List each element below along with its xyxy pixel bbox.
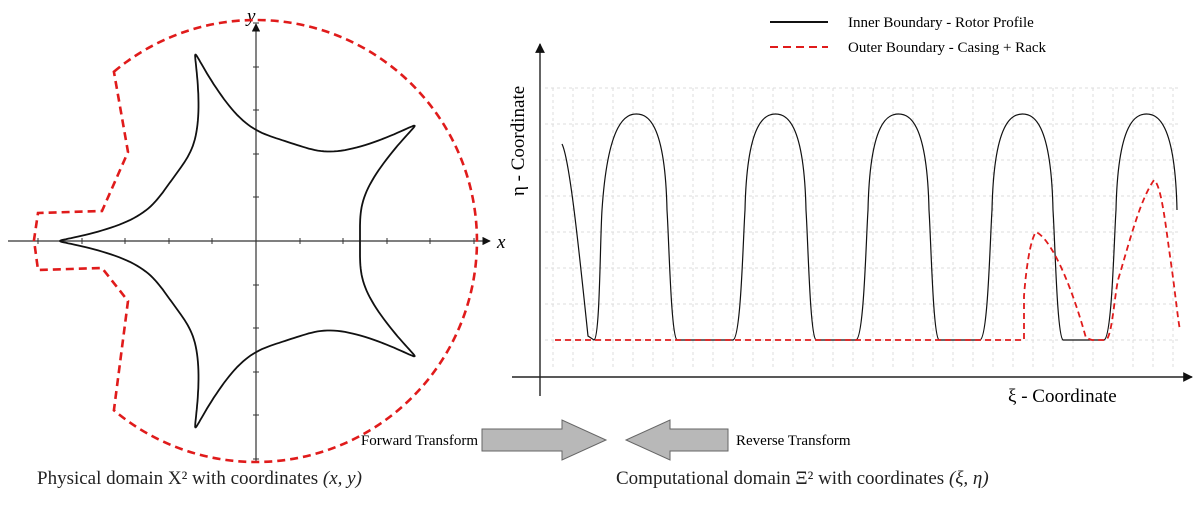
casing-boundary: [32, 18, 479, 464]
grid: [545, 87, 1181, 370]
axis-ticks: [37, 22, 475, 460]
eta-axis-label: η - Coordinate: [508, 86, 529, 196]
computational-domain: η - Coordinate ξ - Coordinate Inner Boun…: [508, 15, 1193, 407]
legend: Inner Boundary - Rotor Profile Outer Bou…: [770, 15, 1047, 56]
transform-arrows: Forward Transform Reverse Transform: [361, 419, 851, 461]
inner-boundary-curve: [561, 113, 1178, 341]
rotor-profile: [58, 53, 416, 429]
legend-inner-label: Inner Boundary - Rotor Profile: [848, 15, 1034, 31]
x-axis-label: x: [496, 232, 506, 253]
physical-caption-text: Physical domain X² with coordinates: [37, 468, 323, 489]
physical-caption-math: (x, y): [322, 468, 362, 489]
y-axis-label: y: [245, 6, 256, 27]
reverse-transform-arrow: [624, 419, 729, 461]
xi-axis-label: ξ - Coordinate: [1008, 386, 1117, 407]
outer-boundary-curve: [555, 178, 1181, 341]
forward-transform-label: Forward Transform: [361, 433, 478, 449]
computational-caption-math: (ξ, η): [948, 468, 989, 489]
reverse-transform-label: Reverse Transform: [736, 433, 851, 449]
legend-outer-label: Outer Boundary - Casing + Rack: [848, 40, 1047, 56]
computational-domain-caption: Computational domain Ξ² with coordinates…: [616, 468, 989, 490]
forward-transform-arrow: [481, 419, 608, 461]
computational-caption-text: Computational domain Ξ² with coordinates: [616, 468, 949, 489]
physical-domain-caption: Physical domain X² with coordinates (x, …: [37, 468, 362, 490]
physical-domain: x y: [8, 6, 506, 464]
